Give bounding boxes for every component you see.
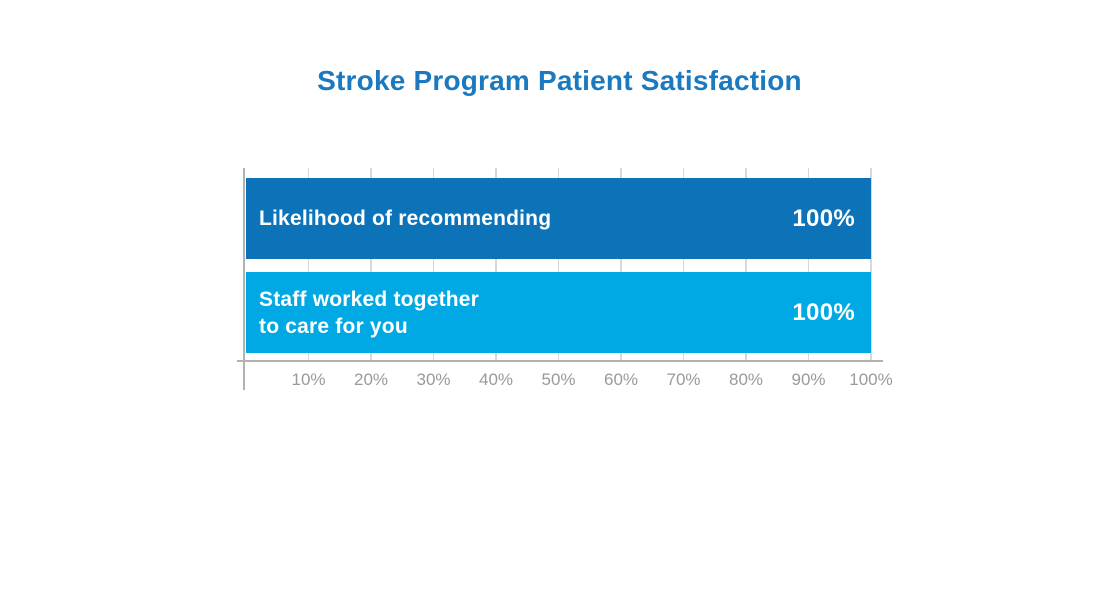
gridline-10% [307,168,309,362]
gridline-50% [557,168,559,362]
x-tick-label-90%: 90% [791,370,826,389]
gridline-100% [870,168,872,362]
x-tick-label-80%: 80% [728,370,764,389]
gridline-30% [432,168,434,362]
x-tick-label-100%: 100% [849,370,893,389]
bar-1: Likelihood of recommending 100% [246,178,871,259]
x-tick-label-70%: 70% [666,370,701,389]
gridline-70% [682,168,684,362]
bar-2: Staff worked together to care for you 100… [246,272,871,353]
x-tick-label-10%: 10% [291,370,326,389]
x-tick-label-20%: 20% [353,370,389,389]
y-axis-line [243,168,245,390]
bar-value-label: 100% [792,298,855,326]
x-axis-line [237,360,883,362]
x-tick-label-40%: 40% [478,370,514,389]
bar-category-label: Staff worked together to care for you [259,287,480,338]
gridline-90% [807,168,809,362]
x-tick-label-60%: 60% [603,370,639,389]
gridline-20% [370,168,372,362]
x-tick-label-50%: 50% [541,370,576,389]
gridline-80% [745,168,747,362]
bar-category-label: Likelihood of recommending [259,207,552,230]
bar-chart-plot-area: Likelihood of recommending 100% Staff work… [246,168,893,389]
gridline-60% [620,168,622,362]
x-tick-label-30%: 30% [416,370,451,389]
chart-title: Stroke Program Patient Satisfaction [317,65,802,96]
gridline-40% [495,168,497,362]
bar-value-label: 100% [792,204,855,232]
